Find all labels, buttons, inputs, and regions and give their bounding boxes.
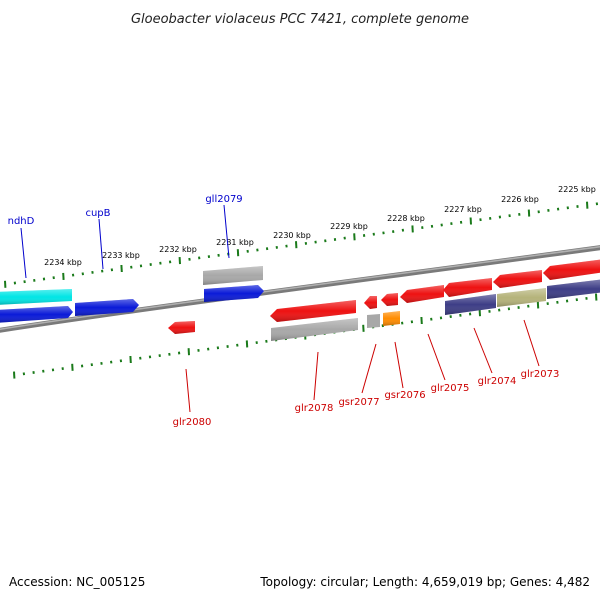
- feature-cupB[interactable]: [75, 299, 139, 316]
- feature-gsr2077[interactable]: [364, 296, 377, 309]
- scale-label: 2233 kbp: [102, 251, 140, 260]
- scale-label: 2232 kbp: [159, 245, 197, 254]
- feature-glr2074[interactable]: [443, 278, 492, 297]
- feature-next-navy[interactable]: [547, 279, 600, 299]
- feature-glr2075[interactable]: [400, 285, 444, 303]
- feature-gsr2076-orange[interactable]: [383, 311, 400, 326]
- forward-features: [0, 266, 264, 323]
- scale-label: 2228 kbp: [387, 214, 425, 223]
- gene-label-gll2079[interactable]: gll2079: [205, 194, 242, 205]
- scale-label: 2227 kbp: [444, 205, 482, 214]
- feature-glr2074-navy[interactable]: [445, 294, 496, 315]
- gene-label-glr2080[interactable]: glr2080: [173, 417, 212, 428]
- map-title: Gloeobacter violaceus PCC 7421, complete…: [131, 12, 469, 27]
- scale-label: 2230 kbp: [273, 231, 311, 240]
- gene-label-glr2075[interactable]: glr2075: [431, 383, 470, 394]
- feature-glr2078-gray[interactable]: [271, 318, 358, 341]
- scale-label: 2225 kbp: [558, 185, 596, 194]
- scale-label: 2234 kbp: [44, 258, 82, 267]
- gene-label-glr2078[interactable]: glr2078: [295, 403, 334, 414]
- scale-label: 2229 kbp: [330, 222, 368, 231]
- gene-label-gsr2076[interactable]: gsr2076: [384, 390, 425, 401]
- scale-labels: 2225 kbp 2226 kbp 2227 kbp 2228 kbp 2229 kbp…: [44, 185, 596, 267]
- feature-gsr2077-gray[interactable]: [367, 314, 380, 328]
- gene-label-gsr2077[interactable]: gsr2077: [338, 397, 379, 408]
- feature-ndhD-cyan[interactable]: [0, 289, 72, 305]
- feature-gll2079[interactable]: [204, 285, 264, 302]
- feature-glr2080[interactable]: [168, 321, 195, 334]
- gene-label-glr2073[interactable]: glr2073: [521, 369, 560, 380]
- feature-gsr2076[interactable]: [381, 293, 398, 306]
- feature-gll2079-gray[interactable]: [203, 266, 263, 285]
- genome-summary-text: Topology: circular; Length: 4,659,019 bp…: [259, 575, 590, 589]
- gene-label-ndhD[interactable]: ndhD: [8, 216, 35, 227]
- accession-text: Accession: NC_005125: [9, 575, 145, 589]
- feature-glr2073[interactable]: [493, 270, 542, 288]
- reverse-features: [168, 259, 600, 341]
- upper-scale-ticks: [4, 201, 599, 288]
- gene-labels: ndhD cupB gll2079 glr2080 glr2078 gsr207…: [8, 194, 560, 428]
- feature-ndhD[interactable]: [0, 306, 73, 323]
- scale-label: 2226 kbp: [501, 195, 539, 204]
- feature-next-red[interactable]: [543, 259, 600, 280]
- gene-label-cupB[interactable]: cupB: [85, 208, 110, 219]
- scale-label: 2231 kbp: [216, 238, 254, 247]
- leader-lines: [20, 204, 540, 413]
- genome-backbone: [0, 245, 600, 333]
- genome-backbone-highlight: [0, 245, 600, 330]
- feature-glr2073-olive[interactable]: [497, 288, 546, 307]
- feature-glr2078[interactable]: [270, 300, 356, 322]
- gene-label-glr2074[interactable]: glr2074: [478, 376, 517, 387]
